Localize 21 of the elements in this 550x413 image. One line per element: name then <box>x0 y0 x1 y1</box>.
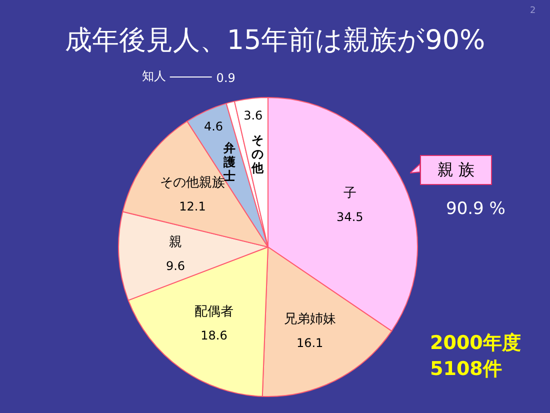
data-label: 16.1 <box>296 336 324 350</box>
text: 5108件 <box>430 357 502 382</box>
slice-label: 兄弟姉妹 <box>284 312 336 328</box>
chart-title: 成年後見人、15年前は親族が90% <box>64 24 486 58</box>
slice-label: その他親族 <box>160 176 225 191</box>
slice-label: 弁護士 <box>222 140 236 183</box>
slice-label: 子 <box>343 186 356 202</box>
data-label: 34.5 <box>336 210 364 224</box>
text: 2000年度 <box>430 331 521 356</box>
slice-label: その他 <box>250 133 265 176</box>
text: 90.9 % <box>446 199 506 219</box>
data-label: 0.9 <box>216 71 236 86</box>
data-label: 9.6 <box>166 258 186 273</box>
data-label: 4.6 <box>204 119 224 134</box>
data-label: 18.6 <box>200 328 228 342</box>
slice-label: 配偶者 <box>194 304 234 320</box>
legend-label: 知人 <box>142 69 166 84</box>
data-label: 3.6 <box>244 108 263 122</box>
slice-label: 親 <box>168 235 182 250</box>
data-label: 12.1 <box>179 199 206 214</box>
text: 2 <box>530 6 536 16</box>
